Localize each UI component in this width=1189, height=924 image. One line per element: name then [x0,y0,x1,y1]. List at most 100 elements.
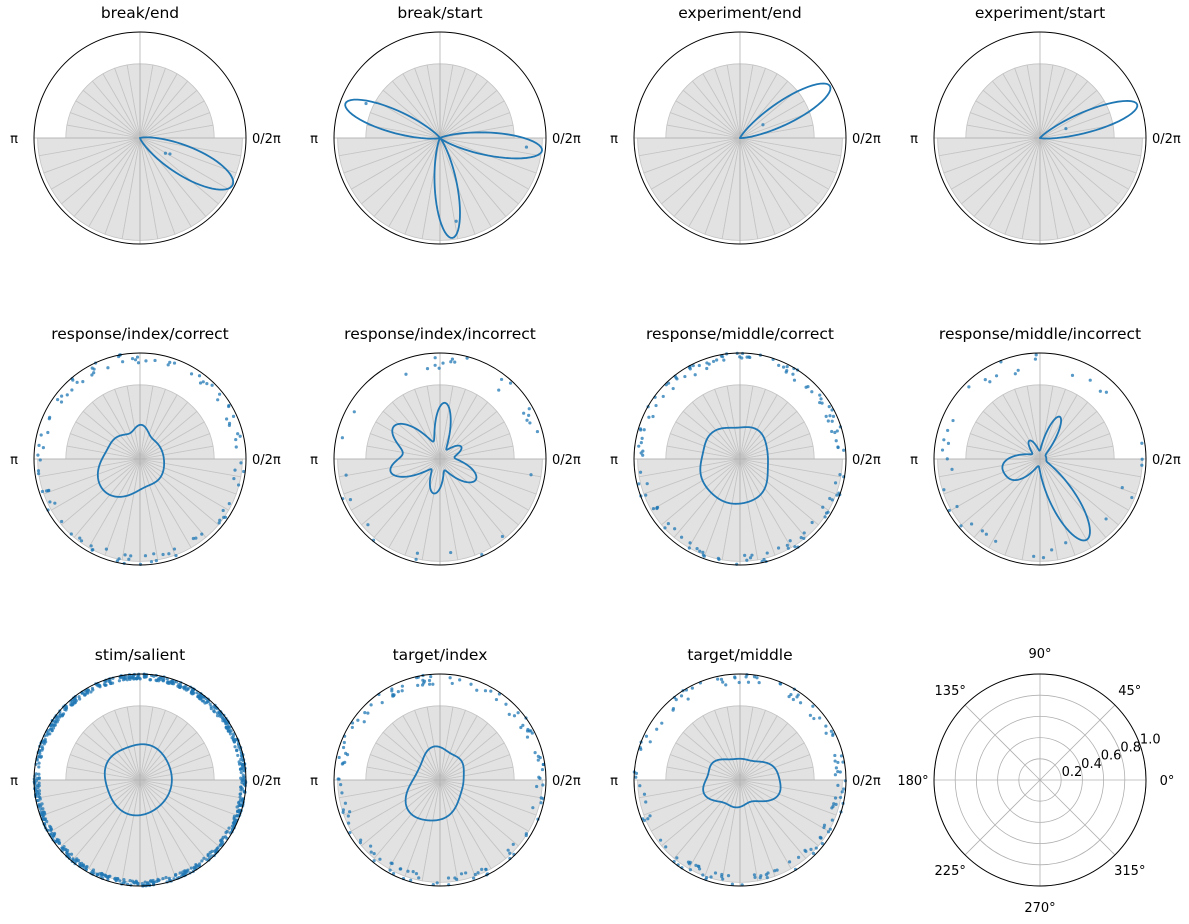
data-point [469,682,473,686]
data-point [217,392,222,396]
data-point [205,699,210,703]
data-point [480,867,484,871]
data-point [497,388,501,392]
data-point [836,783,840,787]
data-point [810,520,814,525]
pi-label: π [610,774,618,789]
data-point [945,457,949,461]
data-point [421,678,425,682]
data-point [527,407,531,411]
data-point [537,775,541,779]
subplot-6: response/index/incorrect π 0/2π [310,325,581,566]
data-point [86,688,91,692]
data-point [48,415,52,419]
data-point [206,853,210,858]
data-point [839,754,844,758]
data-point [428,682,432,686]
data-point [638,470,643,474]
data-point [836,770,840,774]
data-point [697,867,702,871]
radial-tick-label: 1.0 [1140,732,1161,747]
data-point [61,846,65,850]
data-point [239,788,243,792]
angular-gridline [1039,704,1116,781]
data-point [719,677,724,681]
data-point [78,536,82,540]
data-point [802,536,806,541]
data-point [388,868,392,872]
subplot-2: break/start π 0/2π [310,4,581,245]
data-point [416,683,420,688]
data-point [695,547,699,551]
data-point [701,550,705,554]
data-point [54,718,58,723]
data-point [524,833,528,838]
data-point [983,378,987,382]
data-point [118,879,122,883]
polar-spine [33,31,247,245]
data-point [639,451,643,455]
data-point [130,674,134,678]
angular-gridline [964,704,1041,781]
data-point [130,357,135,361]
data-point [189,866,193,870]
data-point [663,526,667,530]
data-point [1140,441,1144,445]
data-point [226,725,230,729]
data-point [539,801,543,805]
data-point [720,355,725,359]
subplot-5: response/index/correct π 0/2π [10,325,281,566]
data-point [716,556,720,560]
data-point [529,473,533,477]
data-point [833,481,838,485]
data-point [757,681,761,685]
data-point [201,380,205,384]
polar-spine [933,673,1147,887]
angular-gridline [1039,779,1116,856]
subplot-9: stim/salient π 0/2π [10,646,281,888]
pi-label: π [910,132,918,147]
data-point [128,879,132,883]
radial-tick-label: 0.2 [1062,765,1083,780]
data-point [417,876,421,880]
data-point [372,851,376,856]
data-point [238,792,242,796]
data-point [724,683,728,687]
data-point [50,722,54,726]
angular-gridline [964,779,1041,856]
kde-curve [739,82,832,139]
data-point [641,453,645,457]
data-point [122,877,126,882]
data-point [144,359,148,363]
data-point [762,557,766,562]
data-point [809,847,813,851]
data-point [720,874,724,879]
data-point [45,819,49,824]
data-point [808,713,812,717]
data-point [1070,373,1075,378]
data-point [223,515,228,519]
data-point [969,522,974,526]
data-point [36,453,40,457]
data-point [38,751,42,756]
subplot-4: experiment/start π 0/2π [910,4,1181,245]
data-point [134,879,138,883]
data-point [524,145,529,149]
data-point [824,414,828,418]
data-point [64,847,68,852]
data-point [209,707,213,711]
zero-two-pi-label: 0/2π [1152,132,1181,147]
data-point [786,546,790,550]
data-point [785,543,789,547]
data-point [427,678,432,683]
data-point [198,381,203,385]
subplot-title: target/middle [687,646,792,664]
pi-label: π [310,132,318,147]
subplot-title: break/end [101,4,179,22]
data-point [34,772,38,776]
data-point [721,877,725,881]
kde-curve [1001,415,1091,542]
data-point [459,872,464,876]
pi-label: π [910,453,918,468]
data-point [242,469,246,474]
